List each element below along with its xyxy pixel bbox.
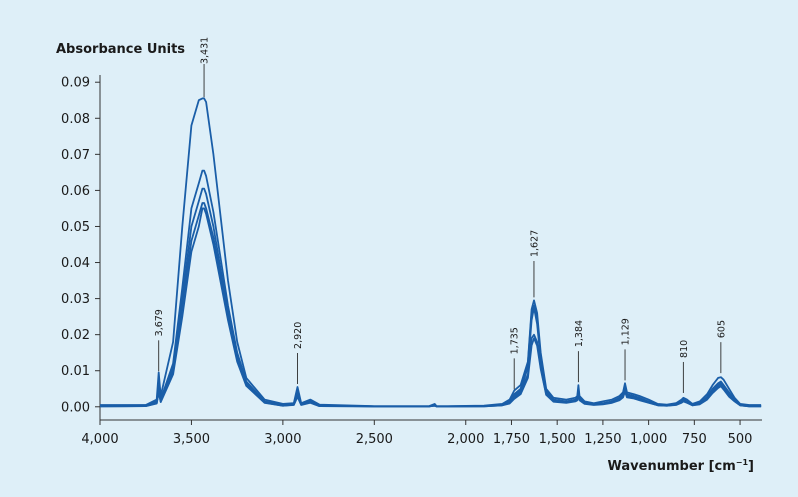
y-tick-label: 0.04 — [61, 256, 90, 271]
y-tick-label: 0.07 — [61, 148, 90, 163]
x-tick-label: 1,250 — [584, 432, 621, 447]
peak-label: 1,384 — [574, 320, 585, 347]
peak-label: 810 — [679, 340, 690, 358]
y-tick-label: 0.03 — [61, 292, 90, 307]
spectrum-line — [99, 169, 762, 408]
peak-label: 1,129 — [621, 318, 632, 345]
peak-label: 1,627 — [529, 230, 540, 257]
x-axis-title-main: Wavenumber [cm — [608, 459, 736, 474]
spectrum-line — [99, 202, 762, 408]
peak-label: 605 — [716, 320, 727, 338]
y-tick-label: 0.08 — [61, 112, 90, 127]
x-tick-label: 500 — [728, 432, 753, 447]
plot-area: 0.00 0.01 0.02 0.03 0.04 0.05 0.06 0.07 0.08 0.09… — [61, 37, 762, 447]
x-tick-label: 2,500 — [356, 432, 393, 447]
spectrum-line — [99, 207, 762, 408]
peak-label: 1,735 — [510, 327, 521, 354]
x-tick-label: 2,000 — [447, 432, 484, 447]
x-axis-title-close: ] — [748, 459, 754, 474]
y-tick-label: 0.01 — [61, 364, 90, 379]
x-axis-title: Wavenumber [cm−1] — [608, 458, 754, 474]
x-axis-title-sup: −1 — [736, 458, 749, 467]
x-tick-label: 4,000 — [81, 432, 118, 447]
y-tick-label: 0.09 — [61, 76, 90, 91]
y-tick-label: 0.00 — [61, 400, 90, 415]
x-tick-label: 750 — [682, 432, 707, 447]
x-tick-label: 3,500 — [173, 432, 210, 447]
x-tick-label: 1,750 — [493, 432, 530, 447]
y-tick-label: 0.02 — [61, 328, 90, 343]
x-tick-label: 1,500 — [539, 432, 576, 447]
y-axis-title: Absorbance Units — [56, 42, 185, 57]
x-tick-label: 3,000 — [264, 432, 301, 447]
peak-label: 2,920 — [293, 322, 304, 349]
peak-label: 3,431 — [200, 37, 211, 64]
y-tick-label: 0.05 — [61, 220, 90, 235]
x-tick-label: 1,000 — [630, 432, 667, 447]
spectrum-line — [100, 97, 762, 407]
peak-label: 3,679 — [154, 309, 165, 336]
y-tick-label: 0.06 — [61, 184, 90, 199]
